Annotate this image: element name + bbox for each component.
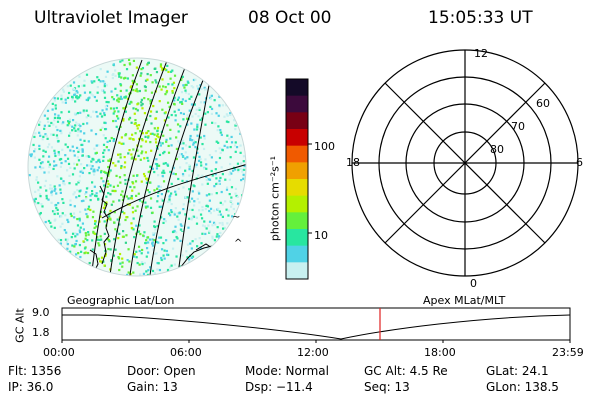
- colorbar-swatch: [286, 162, 308, 180]
- info-mode: Mode: Normal: [245, 364, 329, 378]
- coastline: [195, 243, 213, 251]
- info-glat: GLat: 24.1: [486, 364, 549, 378]
- mlt-label-0: 0: [470, 277, 477, 290]
- colorbar-swatch: [286, 229, 308, 247]
- colorbar-swatch: [286, 212, 308, 230]
- altitude-plot: [61, 307, 571, 343]
- altitude-axis-label: GC Alt: [13, 308, 27, 343]
- colorbar-unit-label: photon cm⁻²s⁻¹: [268, 155, 282, 242]
- colorbar-swatch: [286, 145, 308, 163]
- time-tick-0000: 00:00: [43, 346, 75, 359]
- colorbar-swatch: [286, 112, 308, 130]
- time-label: 15:05:33 UT: [428, 8, 533, 28]
- time-tick-0600: 06:00: [170, 346, 202, 359]
- polar-panel-label: Apex MLat/MLT: [423, 294, 506, 307]
- colorbar-swatch: [286, 179, 308, 197]
- colorbar-tick-10: 10: [314, 229, 328, 242]
- info-gain: Gain: 13: [127, 380, 178, 394]
- colorbar-swatch: [286, 129, 308, 147]
- instrument-title: Ultraviolet Imager: [34, 8, 188, 28]
- info-seq: Seq: 13: [364, 380, 410, 394]
- info-door: Door: Open: [127, 364, 196, 378]
- info-flight: Flt: 1356: [8, 364, 62, 378]
- info-ip: IP: 36.0: [8, 380, 54, 394]
- time-tick-1800: 18:00: [424, 346, 456, 359]
- latitude-line: [101, 163, 246, 219]
- colorbar-tick-100: 100: [314, 140, 335, 153]
- longitude-line: [107, 58, 169, 276]
- colorbar-swatch: [286, 195, 308, 213]
- lat-label-60: 60: [536, 97, 550, 110]
- longitude-line: [127, 59, 189, 276]
- coastline: [99, 185, 110, 265]
- mlt-label-6: 6: [576, 156, 583, 169]
- coastline-mark: ~: [232, 212, 240, 223]
- mlt-diagonal: [384, 82, 546, 244]
- polar-grid: [351, 49, 579, 277]
- lat-label-80: 80: [490, 143, 504, 156]
- altitude-curve: [62, 314, 571, 340]
- time-tick-2359: 23:59: [552, 346, 584, 359]
- alt-tick-1.8: 1.8: [32, 326, 50, 339]
- geo-panel-label: Geographic Lat/Lon: [67, 294, 175, 307]
- date-label: 08 Oct 00: [248, 8, 332, 28]
- mlt-label-18: 18: [346, 156, 360, 169]
- longitude-line: [89, 59, 143, 276]
- colorbar-swatch: [286, 95, 308, 113]
- time-tick-1200: 12:00: [297, 346, 329, 359]
- lat-label-70: 70: [511, 120, 525, 133]
- colorbar-swatch: [286, 245, 308, 263]
- geographic-image: ~ ^: [27, 57, 247, 277]
- info-dsp: Dsp: −11.4: [245, 380, 313, 394]
- longitude-line: [147, 67, 209, 276]
- longitude-line: [175, 69, 213, 276]
- colorbar-swatch: [286, 262, 308, 280]
- info-gc-alt: GC Alt: 4.5 Re: [364, 364, 448, 378]
- colorbar: [285, 78, 312, 280]
- info-glon: GLon: 138.5: [486, 380, 559, 394]
- colorbar-swatch: [286, 79, 308, 97]
- coastline-mark: ^: [234, 238, 242, 249]
- image-disk: [28, 58, 246, 276]
- alt-tick-9: 9.0: [32, 306, 50, 319]
- mlt-label-12: 12: [474, 47, 488, 60]
